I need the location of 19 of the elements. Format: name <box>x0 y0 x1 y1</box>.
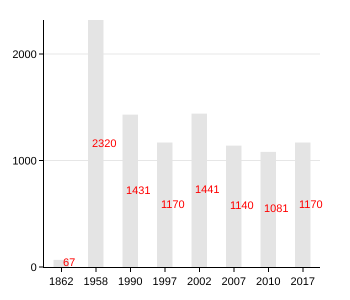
x-tick-label: 1997 <box>152 276 177 288</box>
x-tick-label: 1862 <box>49 276 74 288</box>
data-label: 1431 <box>126 185 150 197</box>
data-label: 1170 <box>161 199 185 211</box>
data-label: 1170 <box>299 199 323 211</box>
x-tick-label: 2007 <box>222 276 246 288</box>
y-tick-label: 1000 <box>12 155 37 168</box>
y-tick-label: 0 <box>30 262 37 274</box>
x-tick-label: 2002 <box>187 276 212 288</box>
data-label: 1081 <box>264 203 288 215</box>
x-tick-label: 2010 <box>256 276 280 288</box>
data-label: 2320 <box>92 138 116 150</box>
data-label: 67 <box>63 257 76 269</box>
data-label: 1441 <box>195 184 220 196</box>
x-tick-label: 2017 <box>290 276 315 288</box>
x-tick-label: 1990 <box>118 276 142 288</box>
data-label: 1140 <box>230 200 254 212</box>
x-tick-label: 1958 <box>84 276 108 288</box>
y-tick-label: 2000 <box>12 48 37 61</box>
